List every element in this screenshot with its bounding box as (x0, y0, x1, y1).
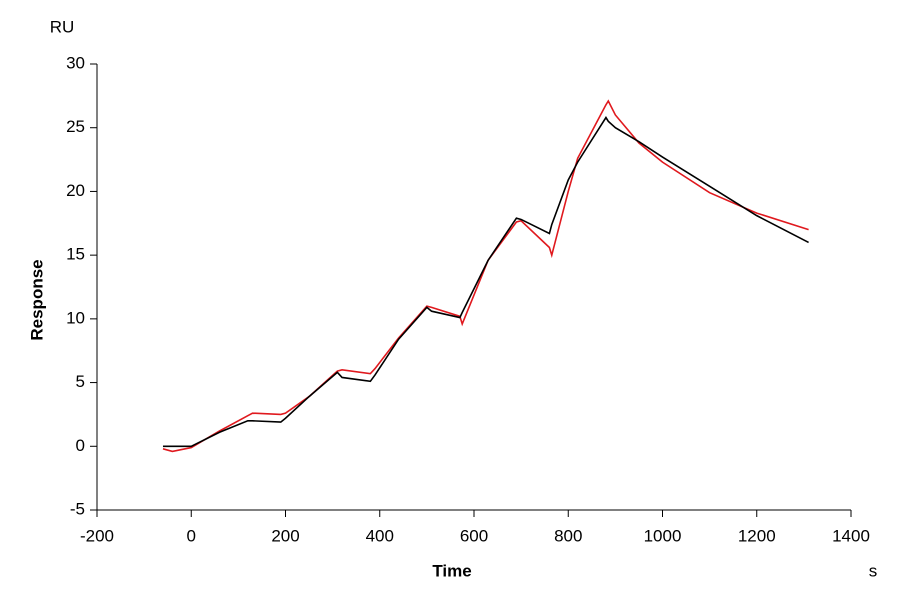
x-tick-label: 1400 (832, 526, 870, 545)
x-tick-label: 200 (271, 526, 299, 545)
x-tick-label: 1000 (644, 526, 682, 545)
data-line (162, 116, 809, 448)
y-tick-label: 0 (76, 436, 85, 455)
data-line (162, 99, 809, 453)
x-tick-label: 0 (187, 526, 196, 545)
x-unit: s (869, 561, 878, 580)
y-tick-label: 30 (66, 53, 85, 72)
x-tick-label: -200 (80, 526, 114, 545)
y-tick-label: 10 (66, 308, 85, 327)
x-tick-label: 400 (366, 526, 394, 545)
y-tick-label: 20 (66, 181, 85, 200)
x-tick-label: 1200 (738, 526, 776, 545)
y-unit: RU (50, 17, 75, 36)
y-tick-label: 15 (66, 245, 85, 264)
y-axis-label: Response (27, 259, 46, 340)
x-tick-label: 600 (460, 526, 488, 545)
y-tick-label: -5 (70, 499, 85, 518)
x-tick-label: 800 (554, 526, 582, 545)
x-axis-label: Time (432, 561, 471, 580)
y-tick-label: 5 (76, 372, 85, 391)
y-tick-label: 25 (66, 117, 85, 136)
